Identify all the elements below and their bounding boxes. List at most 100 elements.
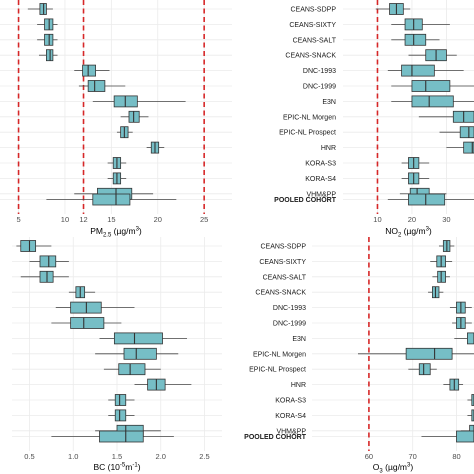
box-iqr [418,363,431,376]
x-axis-title-sup: 3 [407,463,411,469]
category-label: VHM&PP [276,428,306,435]
box-iqr [114,409,127,422]
category-label: EPIC-NL Prospect [249,367,306,374]
category-label: EPIC-NL Morgen [253,351,306,358]
x-tick-label: 0.5 [24,452,34,461]
x-axis-title-unit: (µg/m [383,462,407,472]
box-iqr [404,33,427,46]
box-iqr [411,80,451,92]
x-axis-title-sup2: -1 [132,463,138,469]
x-axis-title-main: NO [385,226,398,236]
box-iqr [92,193,131,206]
x-tick-label: 25 [200,215,208,224]
x-axis-title-sup: 3 [136,227,140,233]
x-axis-title-unit: (µg/m [401,226,425,236]
x-axis-title-sub: 2 [398,233,402,239]
box-iqr [411,95,454,108]
x-tick-label: 15 [107,215,115,224]
x-axis-title-end: ) [429,226,432,236]
x-axis-title-unit: m [125,462,132,472]
category-label: KORA-S3 [275,398,306,405]
box-iqr [82,64,96,77]
category-label: KORA-S3 [305,161,336,168]
x-axis-title: BC (10-5m-1) [93,462,140,472]
x-tick-label: 10 [61,215,69,224]
category-label: CEANS-SDPP [260,244,306,251]
box-iqr [87,80,106,92]
category-label: POOLED COHORT [244,434,307,441]
panel-bc: 0.5 1.0 1.5 2.0 2.5 BC (10-5m-1) [12,237,222,472]
box-iqr [408,193,446,206]
box-iqr [401,64,435,77]
x-axis-title: NO2 (µg/m3) [385,226,432,239]
box-iqr [123,347,157,360]
x-tick-label: 20 [408,215,416,224]
panel-no2: CEANS-SDPP CEANS-SIXTY CEANS-SALT CEANS-SNA… [274,0,474,239]
category-label: E3N [292,336,306,343]
x-tick-label: 30 [442,215,450,224]
category-label: CEANS-SIXTY [259,259,306,266]
x-axis-title-end: ) [410,462,413,472]
x-axis-title-sup: -5 [120,463,126,469]
x-axis-title-end: ) [138,462,141,472]
x-tick-label: 80 [452,452,460,461]
box-iqr [456,430,474,443]
category-label: CEANS-SNACK [255,290,306,297]
x-axis-title-end: ) [139,226,142,236]
category-label: CEANS-SIXTY [289,22,336,29]
x-axis-title: O3 (µg/m3) [373,462,414,474]
box-iqr [99,430,144,443]
x-tick-label: 10 [373,215,381,224]
x-tick-label: 1.0 [68,452,78,461]
x-tick-label: 70 [409,452,417,461]
category-label: DNC-1999 [303,84,336,91]
x-axis-title-unit: (µg/m [111,226,135,236]
x-axis-title: PM2.5 (µg/m3) [90,226,142,239]
category-label: E3N [322,99,336,106]
x-tick-label: 60 [365,452,373,461]
category-label: DNC-1993 [273,305,306,312]
category-label: DNC-1999 [273,321,306,328]
box-iqr [114,394,127,406]
box-iqr [70,317,105,329]
plot-area [312,237,474,451]
category-label: VHM&PP [306,191,336,198]
x-tick-label: 12 [79,215,87,224]
plot-area [12,237,222,451]
panel-pm25: 5 10 12 15 20 25 PM2.5 (µg/m3) [0,0,232,239]
x-tick-label: 2.0 [156,452,166,461]
x-axis-title-main: BC (10 [93,462,120,472]
category-label: EPIC-NL Morgen [283,114,336,121]
box-iqr [471,394,474,406]
box-iqr [113,332,163,345]
category-label: CEANS-SALT [293,37,337,44]
category-label: HNR [321,145,336,152]
box-iqr [405,347,453,360]
x-axis-title-main: O [373,462,380,472]
x-tick-label: 20 [154,215,162,224]
x-axis-title-sub: 3 [379,469,383,474]
category-label: KORA-S4 [275,413,306,420]
x-tick-label: 1.5 [112,452,122,461]
category-label: CEANS-SNACK [285,53,336,60]
category-label: POOLED COHORT [274,197,337,204]
box-iqr [467,332,474,345]
x-axis-title-sup: 3 [426,227,430,233]
category-label: KORA-S4 [305,176,336,183]
x-axis-title-sub: 2.5 [103,233,112,239]
plot-area [0,0,232,214]
category-label: CEANS-SALT [263,274,307,281]
category-label: EPIC-NL Prospect [279,130,336,137]
x-axis-title-main: PM [90,226,103,236]
category-label: HNR [291,382,306,389]
x-tick-label: 5 [16,215,20,224]
box-iqr [471,409,474,422]
panel-o3: CEANS-SDPP CEANS-SIXTY CEANS-SALT CEANS-SNA… [244,237,474,474]
box-iqr [463,141,474,154]
box-iqr [39,255,57,268]
box-iqr [459,126,474,139]
x-tick-label: 2.5 [199,452,209,461]
category-label: DNC-1993 [303,68,336,75]
plot-area [343,0,474,214]
